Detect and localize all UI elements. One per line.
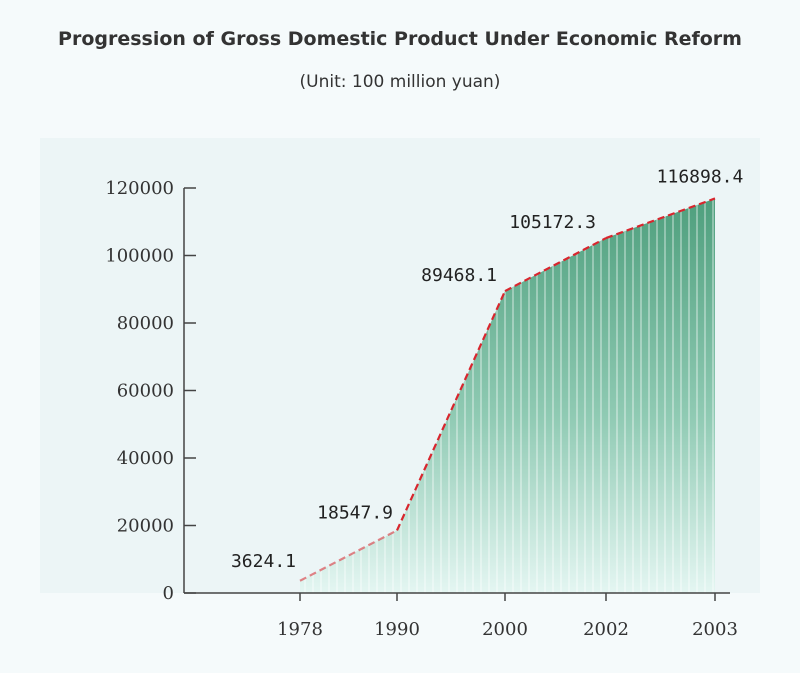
data-label: 89468.1 bbox=[421, 265, 497, 286]
data-label: 3624.1 bbox=[231, 551, 296, 572]
series-line-segment bbox=[299, 529, 398, 582]
data-label: 18547.9 bbox=[317, 502, 393, 523]
x-tick-label: 1978 bbox=[277, 619, 323, 640]
data-label: 105172.3 bbox=[509, 212, 596, 233]
x-tick-label: 1990 bbox=[374, 619, 420, 640]
y-tick-label: 0 bbox=[163, 583, 174, 604]
chart-subtitle: (Unit: 100 million yuan) bbox=[299, 72, 501, 92]
y-tick-label: 100000 bbox=[105, 246, 174, 267]
y-tick-label: 80000 bbox=[117, 313, 174, 334]
y-tick-label: 120000 bbox=[105, 178, 174, 199]
series-line-segment bbox=[504, 237, 607, 293]
x-tick-label: 2000 bbox=[482, 619, 528, 640]
x-tick-label: 2002 bbox=[583, 619, 629, 640]
chart-title: Progression of Gross Domestic Product Un… bbox=[58, 28, 742, 50]
data-label: 116898.4 bbox=[657, 166, 744, 187]
y-tick-label: 60000 bbox=[117, 381, 174, 402]
series-line-segment bbox=[605, 197, 716, 240]
y-tick-label: 20000 bbox=[117, 516, 174, 537]
x-tick-label: 2003 bbox=[692, 619, 738, 640]
y-tick-label: 40000 bbox=[117, 448, 174, 469]
area-stripes bbox=[300, 198, 715, 593]
